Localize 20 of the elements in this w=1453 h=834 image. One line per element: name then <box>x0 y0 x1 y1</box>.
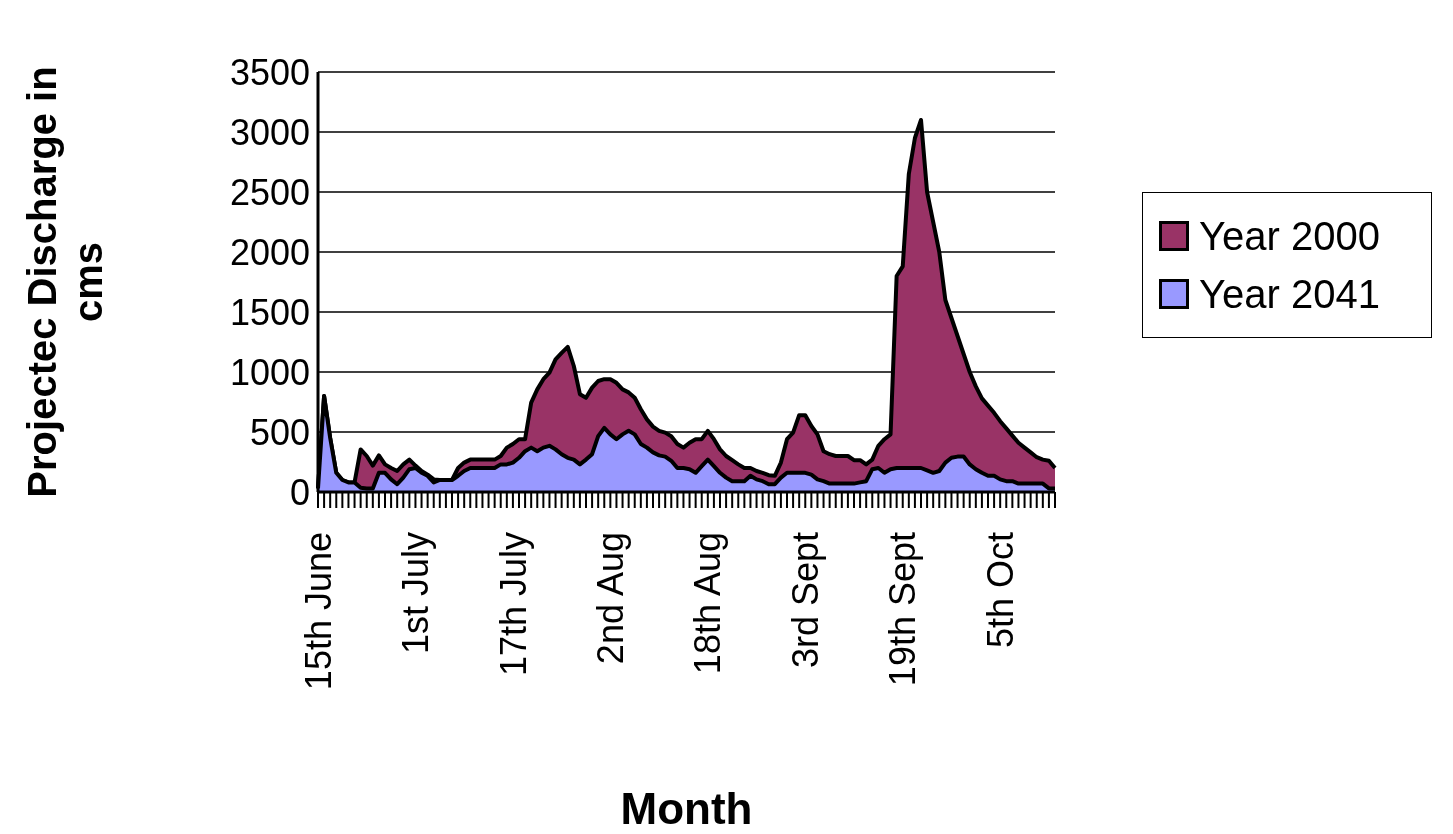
x-tick-label: 1st July <box>395 532 437 655</box>
y-axis-title: Projectec Discharge in cms <box>20 66 110 498</box>
legend-label: Year 2041 <box>1199 271 1380 317</box>
y-tick-label: 500 <box>249 411 310 453</box>
x-tick-label: 17th July <box>492 532 534 677</box>
legend-label: Year 2000 <box>1199 213 1380 259</box>
y-tick-label: 1500 <box>229 291 310 333</box>
x-tick-label: 2nd Aug <box>589 532 631 665</box>
x-tick-label: 18th Aug <box>687 532 729 675</box>
y-tick-label: 1000 <box>229 351 310 393</box>
y-tick-label: 2500 <box>229 171 310 213</box>
x-tick-label: 15th June <box>297 532 339 691</box>
y-tick-label: 2000 <box>229 231 310 273</box>
x-tick-label: 3rd Sept <box>784 532 826 669</box>
x-tick-label: 19th Sept <box>882 532 924 687</box>
x-tick-label: 5th Oct <box>979 532 1021 649</box>
y-tick-label: 3000 <box>229 111 310 153</box>
y-tick-label: 0 <box>289 471 310 513</box>
x-axis-title: Month <box>620 784 753 833</box>
y-tick-label: 3500 <box>229 51 310 93</box>
